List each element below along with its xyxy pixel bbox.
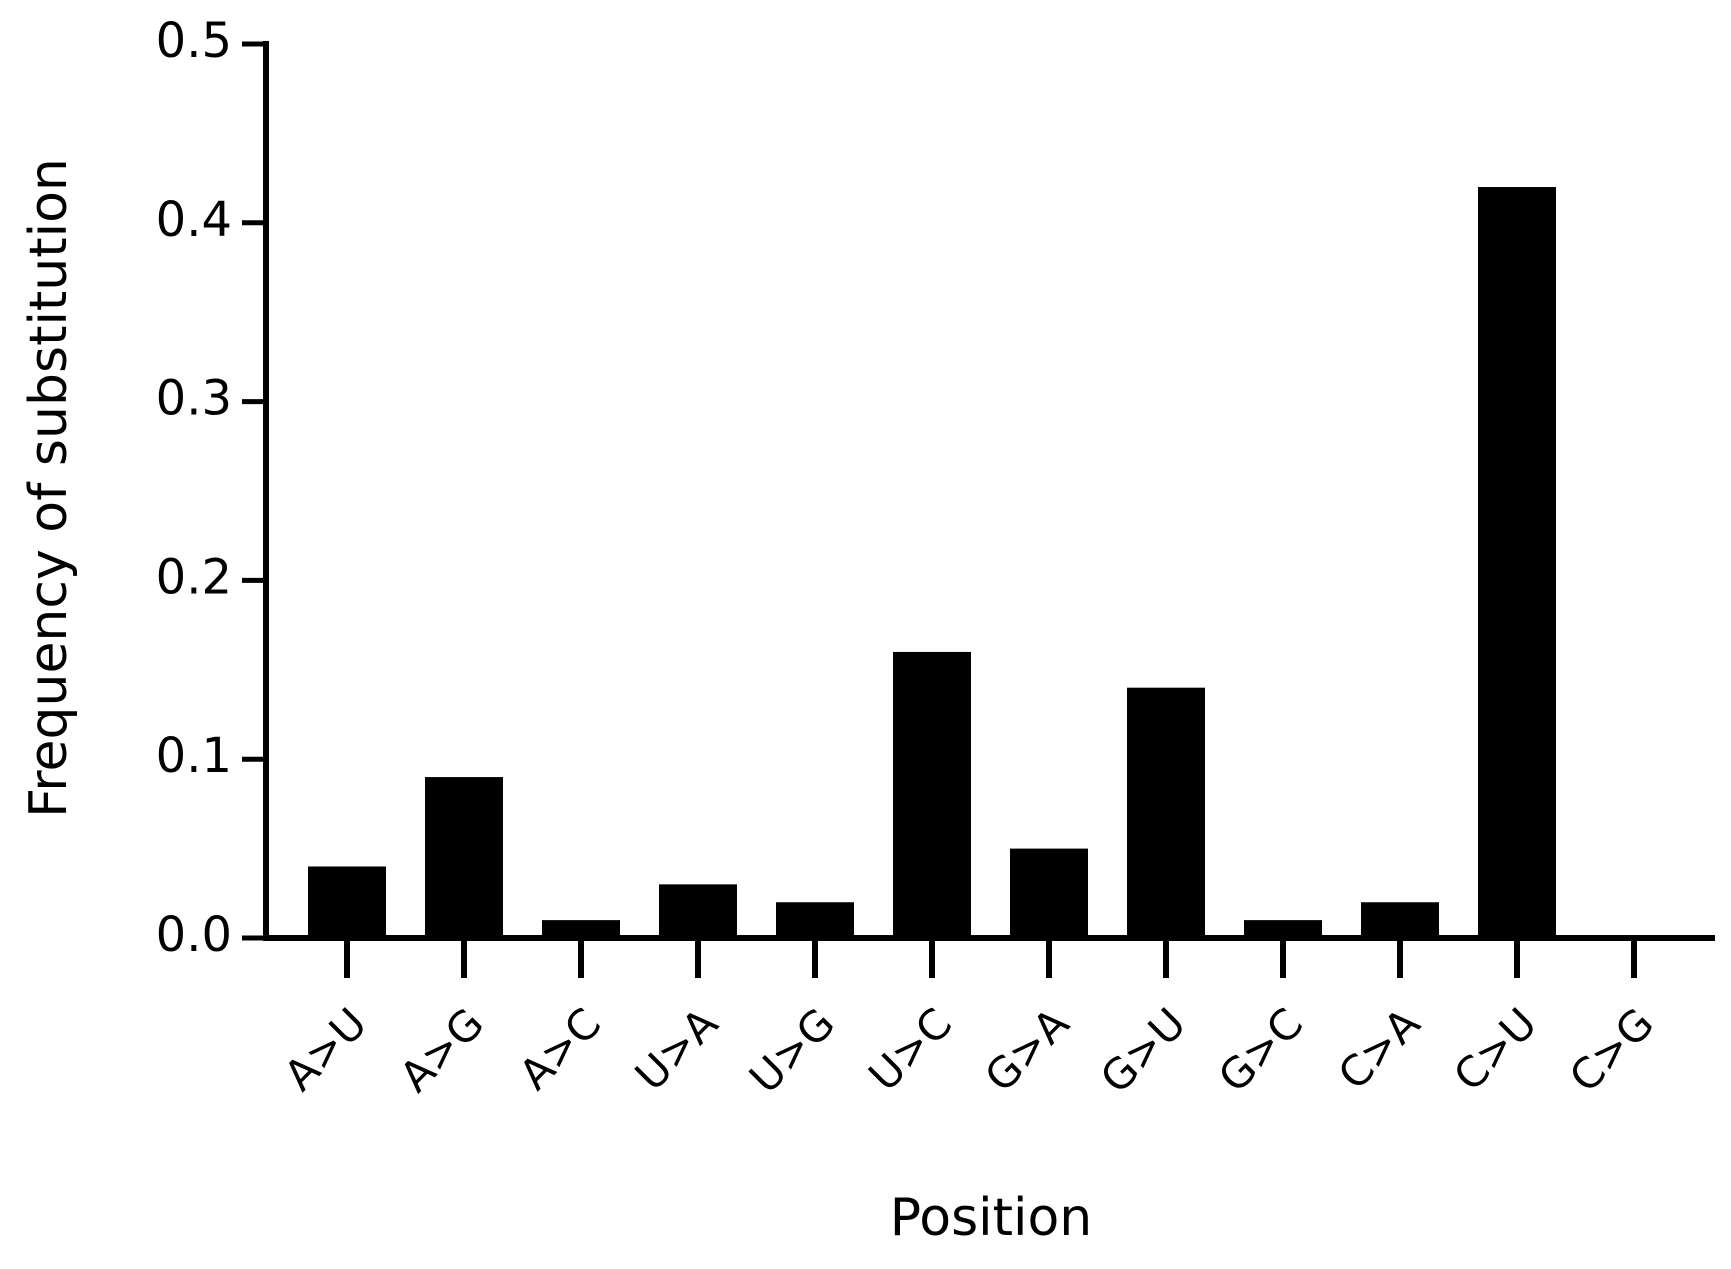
bar	[659, 884, 737, 938]
bar	[1244, 920, 1322, 938]
y-tick-label: 0.3	[156, 371, 232, 427]
x-tick-label: A>U	[275, 999, 377, 1101]
y-tick-label: 0.1	[156, 728, 232, 784]
bar	[1010, 848, 1088, 938]
bar	[542, 920, 620, 938]
bar	[776, 902, 854, 938]
bar	[425, 777, 503, 938]
x-tick-label: A>G	[390, 999, 493, 1102]
x-tick-label: G>A	[975, 998, 1078, 1101]
x-tick-label: C>U	[1444, 999, 1546, 1101]
x-tick-label: G>C	[1209, 999, 1312, 1102]
x-tick-label: G>U	[1091, 999, 1195, 1103]
x-tick-label: U>G	[740, 999, 844, 1103]
bar	[308, 866, 386, 938]
bar	[1478, 187, 1556, 939]
bar	[1361, 902, 1439, 938]
x-tick-label: U>C	[859, 999, 961, 1101]
y-tick-label: 0.2	[156, 549, 232, 605]
y-tick-label: 0.0	[156, 907, 232, 963]
bar	[893, 651, 971, 938]
y-tick-label: 0.5	[156, 13, 232, 69]
y-tick-label: 0.4	[156, 192, 232, 248]
x-tick-label: C>G	[1560, 999, 1663, 1102]
x-tick-label: C>A	[1329, 998, 1430, 1099]
y-axis-title: Frequency of substitution	[19, 158, 79, 818]
x-tick-label: A>C	[510, 999, 611, 1100]
bar	[1127, 687, 1205, 938]
x-axis-title: Position	[890, 1188, 1092, 1248]
x-tick-label: U>A	[626, 998, 728, 1100]
